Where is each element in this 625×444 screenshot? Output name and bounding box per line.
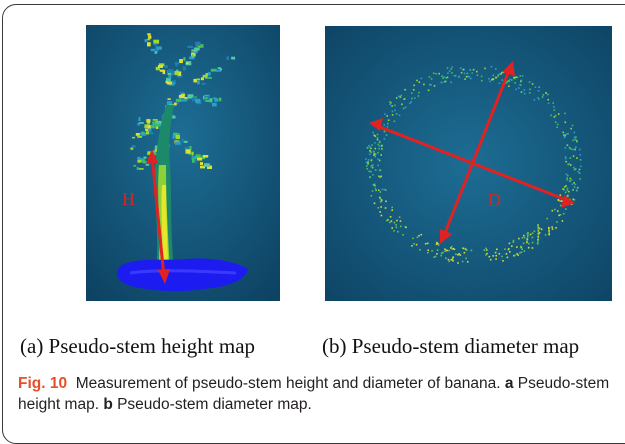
subcaption-b: (b) Pseudo-stem diameter map (322, 334, 580, 358)
subcaption-a: (a) Pseudo-stem height map (20, 334, 256, 358)
figure-caption: Fig. 10 Measurement of pseudo-stem heigh… (18, 373, 618, 415)
diameter-arrows (369, 61, 575, 244)
height-label: H (122, 189, 135, 209)
diameter-label: D (488, 190, 501, 210)
caption-b-letter: b (103, 396, 113, 413)
pseudo-stem-diameter-image: D (325, 26, 612, 301)
caption-text: Measurement of pseudo-stem height and di… (75, 375, 501, 392)
figure-label: Fig. 10 (18, 375, 68, 392)
caption-b-text: Pseudo-stem diameter map. (117, 396, 312, 413)
caption-a-text: Pseudo-stem height map. (18, 375, 610, 413)
caption-a-letter: a (504, 375, 514, 392)
pseudo-stem-height-image: H (86, 25, 280, 301)
height-arrow (146, 149, 170, 284)
stem-cross-section-point-cloud (365, 65, 582, 264)
